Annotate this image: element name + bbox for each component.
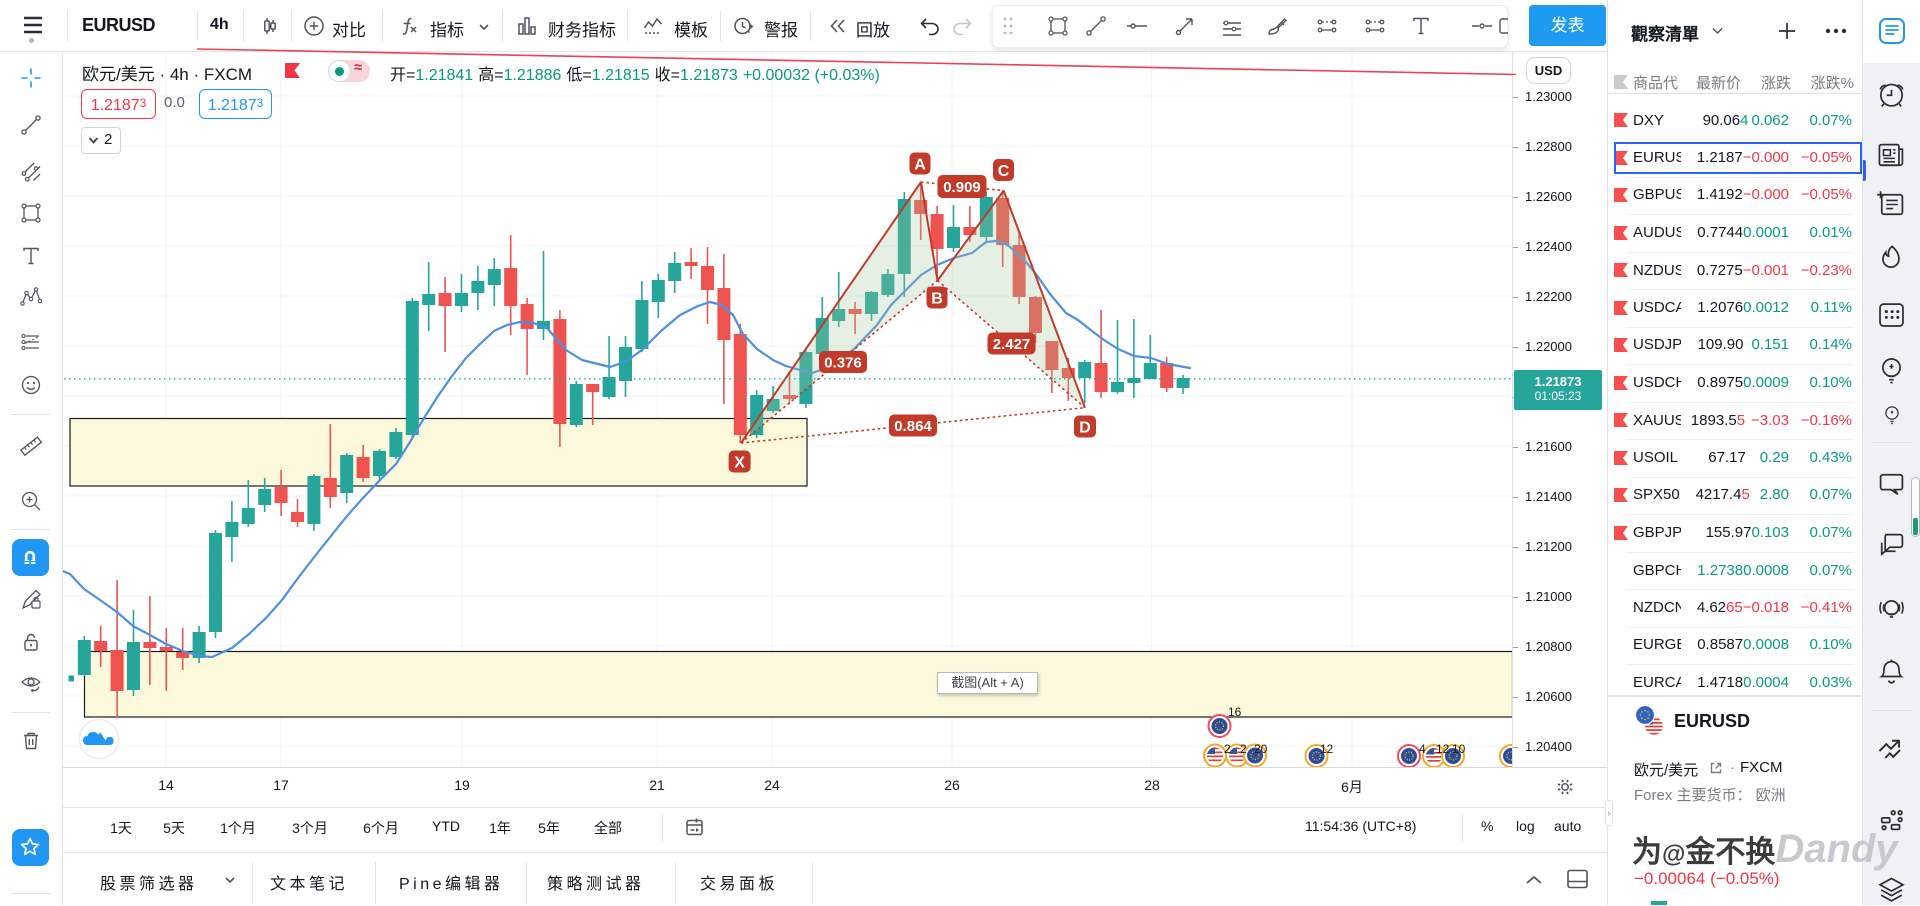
svg-text:16: 16 <box>1228 705 1242 719</box>
svg-text:2: 2 <box>1224 742 1231 756</box>
svg-text:X: X <box>734 454 745 471</box>
svg-text:2.427: 2.427 <box>993 336 1031 353</box>
svg-text:0.376: 0.376 <box>824 354 862 371</box>
svg-text:0.864: 0.864 <box>894 418 932 435</box>
svg-text:10: 10 <box>1452 742 1466 756</box>
svg-text:12: 12 <box>1320 742 1334 756</box>
svg-text:B: B <box>931 290 943 307</box>
svg-text:4: 4 <box>1419 742 1426 756</box>
svg-text:A: A <box>914 156 926 173</box>
svg-text:12: 12 <box>1436 742 1450 756</box>
svg-text:2: 2 <box>1240 742 1247 756</box>
svg-text:20: 20 <box>1254 742 1268 756</box>
svg-text:C: C <box>998 163 1010 180</box>
svg-text:0.909: 0.909 <box>943 179 981 196</box>
svg-text:D: D <box>1079 419 1091 436</box>
